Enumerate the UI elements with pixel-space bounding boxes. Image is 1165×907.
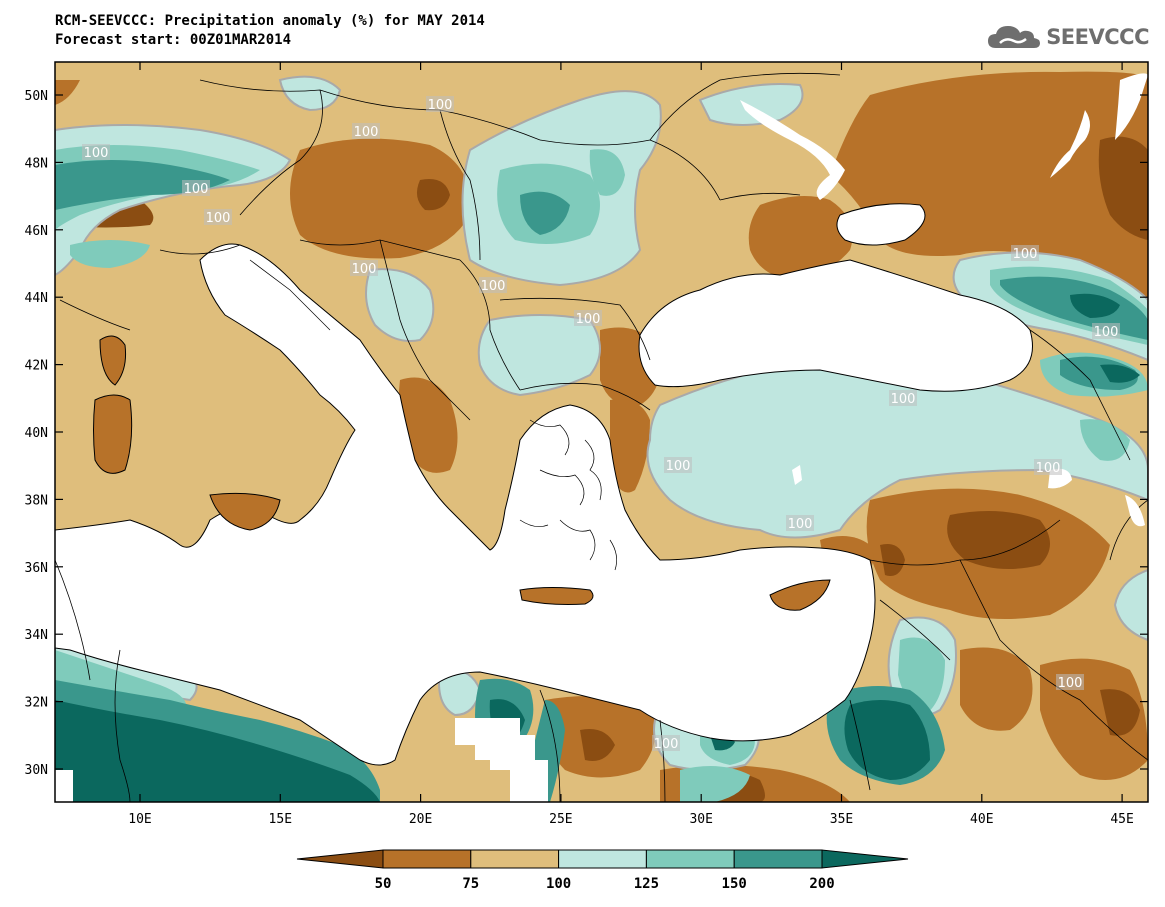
- lon-label: 45E: [1110, 812, 1133, 827]
- lat-label: 48N: [25, 156, 48, 171]
- contour-label-bg: [1056, 674, 1084, 690]
- contour-label: 100: [354, 125, 379, 140]
- contour-label: 100: [184, 182, 209, 197]
- black-sea: [638, 259, 1033, 392]
- contour-labels: 100 100 100 100 100 100 100 100 100 100 100 100 100 1…: [82, 96, 1120, 752]
- lat-label: 34N: [25, 628, 48, 643]
- lon-label: 15E: [269, 812, 292, 827]
- colorbar-box: [382, 849, 472, 869]
- colorbar-label: 200: [809, 876, 834, 892]
- contour-label: 100: [206, 211, 231, 226]
- contour-label: 100: [481, 279, 506, 294]
- lat-label: 30N: [25, 763, 48, 778]
- map-title: RCM-SEEVCCC: Precipitation anomaly (%) f…: [55, 13, 485, 29]
- contour-label-bg: [1011, 245, 1039, 261]
- colorbar-lower-triangle: [296, 849, 384, 869]
- contour-label: 100: [428, 98, 453, 113]
- contour-label-bg: [574, 310, 602, 326]
- contour-label-bg: [652, 735, 680, 751]
- contour-label: 100: [1094, 325, 1119, 340]
- lat-label: 42N: [25, 359, 48, 374]
- masked-blocks: [55, 73, 1148, 802]
- contour-label-bg: [352, 123, 380, 139]
- coastline-details: [249, 259, 617, 571]
- contour-label-bg: [786, 515, 814, 531]
- contour-label-bg: [82, 144, 110, 160]
- lon-label: 40E: [970, 812, 993, 827]
- colorbar-upper-triangle: [821, 849, 909, 869]
- contour-label-bg: [479, 277, 507, 293]
- sea-of-azov: [836, 203, 926, 246]
- contour-label: 100: [654, 737, 679, 752]
- lat-label: 32N: [25, 696, 48, 711]
- lon-label: 10E: [128, 812, 151, 827]
- contour-label: 100: [1036, 461, 1061, 476]
- colorbar-label: 100: [546, 876, 571, 892]
- colorbar-label: 50: [375, 876, 392, 892]
- crete: [519, 587, 594, 605]
- mediterranean-sea: [55, 243, 876, 766]
- contour-label: 100: [84, 146, 109, 161]
- lon-label: 25E: [549, 812, 572, 827]
- colorbar-box: [645, 849, 735, 869]
- corsica: [99, 335, 126, 386]
- contour-label-bg: [1034, 459, 1062, 475]
- lon-label: 35E: [830, 812, 853, 827]
- contour-label: 100: [891, 392, 916, 407]
- map-field: [55, 62, 1148, 802]
- colorbar-box: [558, 849, 647, 869]
- contour-label: 100: [788, 517, 813, 532]
- lon-label: 20E: [409, 812, 432, 827]
- colorbar: 50 75 100 125 150 200: [296, 849, 909, 892]
- contour-label-bg: [350, 260, 378, 276]
- contour-label: 100: [1058, 676, 1083, 691]
- contour-label-bg: [426, 96, 454, 112]
- contour-label: 100: [352, 262, 377, 277]
- islands: [93, 335, 831, 611]
- lat-label: 36N: [25, 561, 48, 576]
- lat-label: 50N: [25, 89, 48, 104]
- sea-areas: [55, 203, 1033, 766]
- colorbar-label: 150: [722, 876, 747, 892]
- colorbar-box: [470, 849, 560, 869]
- seevccc-logo: SEEVCCC: [986, 22, 1149, 52]
- latitude-axis: 50N 48N 46N 44N 42N 40N 38N 36N 34N 32N 30N: [25, 89, 1148, 778]
- lat-label: 46N: [25, 224, 48, 239]
- cyprus: [769, 579, 831, 611]
- contour-label: 100: [666, 459, 691, 474]
- colorbar-label: 125: [634, 876, 659, 892]
- lat-label: 40N: [25, 426, 48, 441]
- sicily: [209, 492, 281, 531]
- country-borders: [55, 72, 1148, 802]
- colorbar-box: [733, 849, 823, 869]
- lat-label: 38N: [25, 493, 48, 508]
- colorbar-label: 75: [462, 876, 479, 892]
- cloud-icon: [988, 26, 1041, 48]
- map-subtitle: Forecast start: 00Z01MAR2014: [55, 32, 292, 48]
- contour-label-bg: [664, 457, 692, 473]
- logo-text: SEEVCCC: [1046, 25, 1149, 49]
- longitude-axis: 10E 15E 20E 25E 30E 35E 40E 45E: [128, 62, 1134, 827]
- contour-label-bg: [889, 390, 917, 406]
- contour-label-bg: [182, 180, 210, 196]
- lat-label: 44N: [25, 291, 48, 306]
- contour-label: 100: [1013, 247, 1038, 262]
- sardinia: [93, 394, 133, 474]
- contour-label-bg: [1092, 323, 1120, 339]
- contour-label: 100: [576, 312, 601, 327]
- lon-label: 30E: [689, 812, 712, 827]
- contour-label-bg: [204, 209, 232, 225]
- title-block: RCM-SEEVCCC: Precipitation anomaly (%) f…: [55, 12, 485, 50]
